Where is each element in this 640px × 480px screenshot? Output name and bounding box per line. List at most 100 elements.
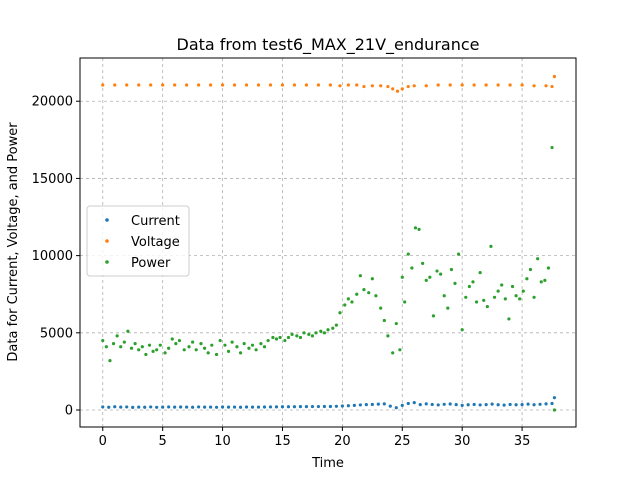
power-point [163,351,167,355]
power-point [108,359,112,363]
power-point [510,284,515,289]
voltage-point [173,83,177,87]
power-point [302,331,306,335]
current-point [292,405,297,409]
voltage-point [338,84,342,88]
x-tick-label: 15 [274,434,291,449]
current-point [484,403,488,407]
current-point [268,405,273,409]
current-point [214,405,219,409]
current-point [418,403,422,407]
power-point [199,342,203,346]
power-point [394,321,398,326]
power-point [406,252,410,256]
power-point [478,271,482,275]
current-point [173,405,177,409]
voltage-point [346,83,350,87]
power-point [104,345,108,349]
voltage-point [395,89,400,93]
voltage-point [370,84,374,88]
voltage-point [185,83,189,87]
current-point [125,405,129,409]
current-point [238,405,243,409]
current-point [286,405,291,409]
current-point [552,396,557,400]
power-point [210,343,214,347]
power-point [362,287,366,292]
power-point [343,303,347,307]
current-point [334,404,338,408]
current-point [472,402,476,407]
power-point [191,340,195,344]
voltage-point [362,84,366,89]
current-point [197,405,201,409]
current-point [101,405,105,409]
power-point [206,351,210,355]
y-tick-label: 10000 [32,249,73,264]
current-point [400,403,404,407]
power-point [507,317,511,321]
current-point [149,405,153,409]
power-point [140,345,144,349]
plot-frame [79,57,577,428]
voltage-point [149,83,153,87]
current-point [436,403,440,407]
current-point [107,405,111,409]
x-tick-label: 30 [454,434,471,449]
power-point [218,338,222,343]
power-point [174,342,178,346]
voltage-point [280,83,285,87]
power-point [518,297,522,301]
power-point [283,338,287,343]
power-point [492,295,497,299]
current-point [478,403,482,407]
power-point [346,297,350,301]
current-point [244,405,249,409]
y-tick-label: 0 [65,404,73,419]
chart-title: Data from test6_MAX_21V_endurance [177,35,480,55]
current-point [460,403,464,407]
power-point [177,338,182,343]
current-point [412,401,416,405]
power-point [129,346,134,350]
power-point [266,338,270,343]
voltage-point [232,83,237,87]
voltage-point [268,83,273,87]
power-point [400,275,404,279]
current-point [143,405,147,409]
voltage-point [484,83,488,87]
power-point [471,280,475,284]
power-point [532,295,536,299]
voltage-point [304,83,309,87]
y-tick-label: 5000 [40,326,73,341]
voltage-point [520,83,524,87]
current-point [502,403,506,407]
power-point [331,326,335,330]
current-point [358,403,362,407]
power-point [278,335,282,340]
power-point [314,331,318,335]
current-point [394,406,398,410]
y-tick-label: 15000 [32,172,73,187]
current-point [382,402,386,406]
current-point [466,403,470,407]
power-point [413,226,418,230]
current-point [167,405,171,409]
power-point [111,342,116,346]
power-point [247,346,251,350]
current-point [256,405,261,409]
power-point [521,289,525,293]
power-point [398,348,402,352]
x-tick-label: 20 [334,434,351,449]
voltage-point [460,83,464,87]
power-point [528,267,533,272]
voltage-point [256,83,261,87]
current-point [220,405,225,409]
power-point [403,300,407,304]
power-point [439,272,443,276]
current-point [316,404,321,409]
current-point [364,403,368,407]
voltage-point [137,83,141,87]
current-point [352,403,356,407]
current-point [179,405,183,409]
